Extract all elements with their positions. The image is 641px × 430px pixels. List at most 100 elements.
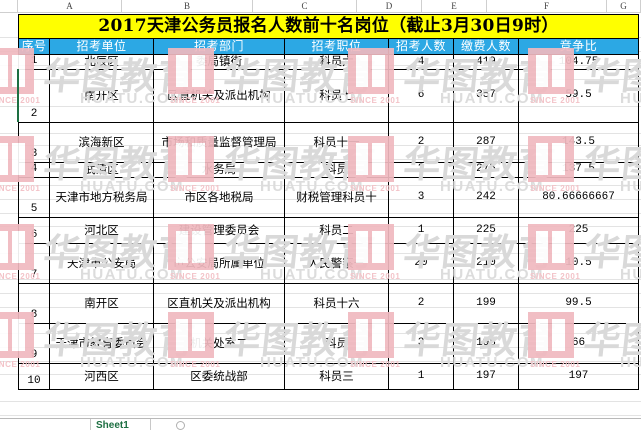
cell-dept[interactable]: 市场和质量监督管理局 [153,121,285,163]
cell-position[interactable]: 科员 [284,161,389,178]
cell-unit[interactable]: 天津市公安局 [49,242,154,284]
cell-seq[interactable]: 1 [18,54,50,70]
cell-position[interactable]: 财税管理科员十 [284,176,389,218]
cell-dept[interactable]: 区直机关及派出机构 [153,68,285,123]
cell-position[interactable]: 科员十一 [284,121,389,163]
cell-unit[interactable]: 天津市教育委员会 [49,322,154,364]
column-header-e[interactable]: E [422,0,487,13]
data-table: 2017天津公务员报名人数前十名岗位（截止3月30日9时） 序号 招考单位 招考部门… [17,14,640,390]
table-row[interactable]: 1 北辰区 委局镇街 科员六 4 419 104.75 [18,54,640,70]
add-sheet-icon[interactable] [176,421,185,430]
cell-paid[interactable]: 210 [453,242,519,284]
cell-seq[interactable]: 7 [18,242,50,284]
cell-dept[interactable]: 水务局 [153,161,285,178]
cell-paid[interactable]: 242 [453,176,519,218]
cell-ratio[interactable]: 104.75 [517,54,640,70]
cell-hires[interactable]: 3 [388,176,454,218]
column-header-cell-4: 招考人数 [388,38,454,55]
cell-dept[interactable]: 机关处室二 [153,322,285,364]
table-row[interactable]: 3 滨海新区 市场和质量监督管理局 科员十一 2 287 143.5 [18,121,640,163]
cell-seq[interactable]: 3 [18,121,50,163]
cell-paid[interactable]: 419 [453,54,519,70]
cell-dept[interactable]: 市区各地税局 [153,176,285,218]
select-all-corner[interactable] [0,0,18,13]
table-row[interactable]: 2 南开区 区直机关及派出机构 科员七 6 357 59.5 [18,68,640,123]
cell-hires[interactable]: 2 [388,161,454,178]
cell-unit[interactable]: 河西区 [49,362,154,390]
table-row[interactable]: 9 天津市教育委员会 机关处室二 科员 3 198 66 [18,322,640,364]
cell-ratio[interactable]: 66 [517,322,640,364]
cell-seq[interactable]: 8 [18,282,50,324]
cell-paid[interactable]: 357 [453,68,519,123]
cell-hires[interactable]: 6 [388,68,454,123]
cell-hires[interactable]: 2 [388,282,454,324]
cell-seq[interactable]: 5 [18,176,50,218]
cell-paid[interactable]: 287 [453,121,519,163]
column-header-b[interactable]: B [122,0,253,13]
table-row[interactable]: 6 河北区 建设管理委员会 科员二 1 225 225 [18,216,640,244]
cell-position[interactable]: 科员二 [284,216,389,244]
table-row[interactable]: 4 武清区 水务局 科员 2 275 137.5 [18,161,640,178]
cell-unit[interactable]: 北辰区 [49,54,154,70]
cell-hires[interactable]: 1 [388,216,454,244]
cell-paid[interactable]: 198 [453,322,519,364]
table-row[interactable]: 10 河西区 区委统战部 科员三 1 197 197 [18,362,640,390]
cell-ratio[interactable]: 143.5 [517,121,640,163]
cell-dept[interactable]: 建设管理委员会 [153,216,285,244]
cell-seq[interactable]: 6 [18,216,50,244]
cell-paid[interactable]: 225 [453,216,519,244]
cell-position[interactable]: 科员七 [284,68,389,123]
table-title-row: 2017天津公务员报名人数前十名岗位（截止3月30日9时） [17,14,640,39]
cell-unit[interactable]: 天津市地方税务局 [49,176,154,218]
cell-unit[interactable]: 武清区 [49,161,154,178]
table-header-row: 序号 招考单位 招考部门 招考职位 招考人数 缴费人数 竞争比 [18,38,640,55]
cell-seq[interactable]: 4 [18,161,50,178]
cell-dept[interactable]: 区直机关及派出机构 [153,282,285,324]
cell-position[interactable]: 科员三 [284,362,389,390]
column-header-cell-3: 招考职位 [284,38,389,55]
cell-hires[interactable]: 3 [388,322,454,364]
cell-unit[interactable]: 河北区 [49,216,154,244]
cell-paid[interactable]: 275 [453,161,519,178]
table-row[interactable]: 8 南开区 区直机关及派出机构 科员十六 2 199 99.5 [18,282,640,324]
cell-ratio[interactable]: 10.5 [517,242,640,284]
column-header-f[interactable]: F [487,0,607,13]
cell-ratio[interactable]: 137.5 [517,161,640,178]
cell-hires[interactable]: 1 [388,362,454,390]
cell-unit[interactable]: 南开区 [49,68,154,123]
cell-seq[interactable]: 2 [18,68,50,123]
sheet-tab-sheet1[interactable]: Sheet1 [96,420,129,430]
cell-hires[interactable]: 4 [388,54,454,70]
cell-ratio[interactable]: 197 [517,362,640,390]
cell-position[interactable]: 科员六 [284,54,389,70]
column-header-d[interactable]: D [357,0,422,13]
cell-ratio[interactable]: 99.5 [517,282,640,324]
column-header-g[interactable]: G [607,0,641,13]
cell-unit[interactable]: 滨海新区 [49,121,154,163]
cell-ratio[interactable]: 225 [517,216,640,244]
tab-separator-right [150,419,151,430]
tab-separator-left [90,419,91,430]
cell-seq[interactable]: 10 [18,362,50,390]
cell-hires[interactable]: 20 [388,242,454,284]
cell-unit[interactable]: 南开区 [49,282,154,324]
column-header-cell-6: 竞争比 [517,38,640,55]
selection-range-edge [17,69,19,122]
table-row[interactable]: 5 天津市地方税务局 市区各地税局 财税管理科员十 3 242 80.66666667 [18,176,640,218]
cell-position[interactable]: 人民警察一 [284,242,389,284]
cell-paid[interactable]: 197 [453,362,519,390]
cell-position[interactable]: 科员 [284,322,389,364]
cell-dept[interactable]: 市公安局所属单位 [153,242,285,284]
cell-dept[interactable]: 委局镇街 [153,54,285,70]
cell-hires[interactable]: 2 [388,121,454,163]
cell-paid[interactable]: 199 [453,282,519,324]
column-header-c[interactable]: C [253,0,357,13]
cell-seq[interactable]: 9 [18,322,50,364]
cell-position[interactable]: 科员十六 [284,282,389,324]
column-header-a[interactable]: A [18,0,122,13]
table-row[interactable]: 7 天津市公安局 市公安局所属单位 人民警察一 20 210 10.5 [18,242,640,284]
cell-dept[interactable]: 区委统战部 [153,362,285,390]
cell-ratio[interactable]: 80.66666667 [517,176,640,218]
cell-ratio[interactable]: 59.5 [517,68,640,123]
sheet-tab-strip[interactable]: Sheet1 [0,418,641,430]
